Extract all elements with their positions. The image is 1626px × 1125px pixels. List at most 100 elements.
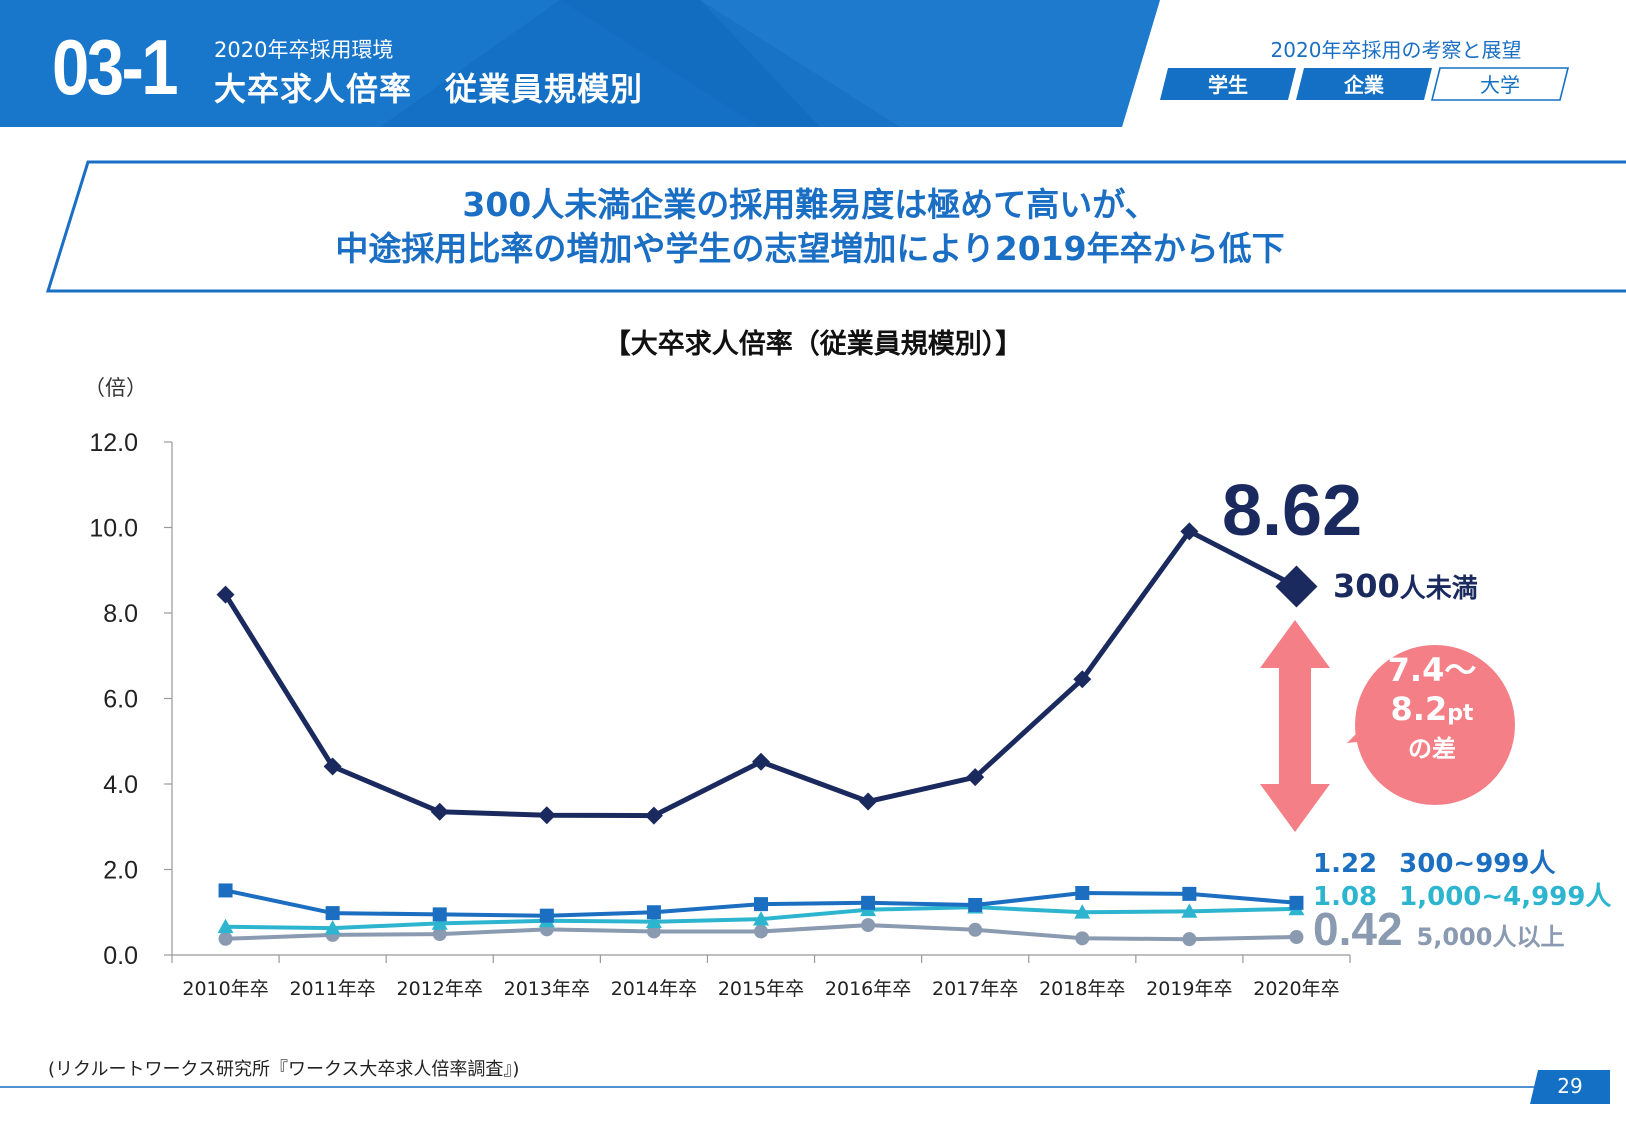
data-point-square [218, 883, 233, 898]
highlight-label-num: 300 [1333, 567, 1400, 605]
tab-student[interactable]: 学生 [1160, 69, 1296, 101]
y-tick-label: 12.0 [89, 429, 138, 457]
data-point-square [754, 897, 768, 912]
gap-line-3: の差 [1408, 735, 1456, 763]
banner-message: 300人未満企業の採用難易度は極めて高いが、 中途採用比率の増加や学生の志望増加… [200, 183, 1420, 271]
x-tick-label: 2018年卒 [1039, 978, 1125, 1000]
y-tick-label: 10.0 [89, 515, 138, 543]
data-point-diamond [430, 802, 449, 821]
page-number: 29 [1557, 1074, 1583, 1098]
data-point-triangle [431, 915, 448, 930]
section-number: 03-1 [52, 23, 179, 111]
series-value-5000plus: 0.42 [1313, 903, 1403, 955]
data-point-square [861, 895, 876, 910]
tab-university[interactable]: 大学 [1432, 69, 1568, 101]
banner-line-1: 300人未満企業の採用難易度は極めて高いが、 [462, 185, 1158, 224]
series-value-1000-4999: 1.08 [1313, 882, 1378, 912]
y-axis-unit: （倍） [84, 376, 147, 400]
data-point-square [539, 908, 554, 923]
data-point-diamond [966, 768, 985, 787]
y-tick-label: 0.0 [103, 942, 138, 970]
series-label-5000plus: 0.42 5,000人以上 [1313, 902, 1564, 956]
data-point-square [968, 897, 983, 912]
series-label-300-999: 1.22 300~999人 [1313, 843, 1556, 880]
data-point-square [1075, 886, 1090, 901]
data-point-circle [1182, 932, 1197, 947]
gap-speech-bubble [1347, 645, 1515, 805]
data-point-diamond [537, 806, 556, 825]
data-point-diamond [216, 585, 235, 604]
y-tick-label: 4.0 [103, 771, 138, 799]
tab-university-label: 大学 [1480, 73, 1520, 97]
data-point-triangle [217, 918, 234, 934]
data-point-diamond [1180, 522, 1199, 541]
data-point-diamond [1073, 670, 1092, 689]
gap-line-2: 8.2pt [1352, 690, 1512, 733]
data-point-triangle [324, 920, 341, 935]
data-point-diamond [1275, 565, 1318, 608]
data-point-triangle [645, 913, 662, 929]
data-point-square [1289, 895, 1304, 910]
banner-line-2: 中途採用比率の増加や学生の志望増加により2019年卒から低下 [335, 229, 1285, 268]
section-subtitle: 2020年卒採用環境 [214, 38, 394, 62]
series-name-5000plus: 5,000人以上 [1416, 923, 1565, 951]
data-point-circle [968, 922, 983, 937]
source-note: (リクルートワークス研究所『ワークス大卒求人倍率調査』) [48, 1059, 520, 1080]
data-point-square [432, 907, 447, 922]
data-point-square [1182, 886, 1197, 901]
series-name-1000-4999: 1,000~4,999人 [1399, 882, 1612, 912]
x-tick-label: 2017年卒 [932, 978, 1018, 1000]
page-number-badge [1530, 1070, 1610, 1104]
data-point-triangle [1181, 903, 1198, 918]
tab-student-label: 学生 [1208, 73, 1248, 97]
footer-line [0, 1086, 1540, 1088]
gap-bubble-text: 7.4～ 8.2pt の差 [1352, 650, 1512, 765]
x-tick-label: 2020年卒 [1253, 978, 1339, 1000]
x-tick-label: 2016年卒 [825, 978, 911, 1000]
data-point-triangle [753, 911, 769, 926]
gap-line-2-num: 8.2 [1390, 690, 1448, 728]
data-point-diamond [323, 757, 342, 776]
data-point-circle [754, 924, 768, 939]
tab-company-label: 企業 [1344, 73, 1384, 97]
header-band [0, 0, 1160, 127]
data-point-triangle [1074, 904, 1091, 919]
data-point-diamond [644, 806, 663, 825]
x-tick-label: 2011年卒 [289, 978, 375, 1000]
banner-frame [45, 160, 1626, 293]
gap-line-1: 7.4～ [1387, 651, 1477, 689]
data-point-diamond [752, 752, 770, 771]
y-tick-label: 2.0 [103, 857, 138, 885]
y-tick-label: 6.0 [103, 686, 138, 714]
highlight-series-label: 300人未満 [1333, 567, 1478, 605]
data-point-circle [1075, 931, 1090, 946]
data-point-circle [861, 918, 876, 933]
highlight-label-text: 人未満 [1399, 574, 1478, 604]
tab-company[interactable]: 企業 [1296, 69, 1432, 101]
section-title: 大卒求人倍率 従業員規模別 [214, 70, 644, 108]
series-name-300-999: 300~999人 [1399, 849, 1556, 879]
y-tick-label: 8.0 [103, 600, 138, 628]
data-point-diamond [859, 792, 878, 811]
series-line-0 [223, 528, 1298, 819]
data-point-circle [218, 931, 233, 946]
x-tick-label: 2015年卒 [718, 978, 804, 1000]
gap-line-2-unit: pt [1447, 701, 1474, 726]
x-tick-label: 2019年卒 [1146, 978, 1232, 1000]
highlight-value: 8.62 [1222, 471, 1363, 551]
gap-double-arrow-icon [1260, 620, 1330, 832]
x-tick-label: 2010年卒 [182, 978, 268, 1000]
x-tick-label: 2013年卒 [504, 978, 590, 1000]
data-point-square [646, 905, 661, 920]
tab-shapes [1160, 67, 1570, 101]
x-tick-label: 2014年卒 [611, 978, 697, 1000]
data-point-square [325, 906, 340, 921]
right-title: 2020年卒採用の考察と展望 [1270, 38, 1522, 62]
data-point-circle [432, 927, 447, 942]
data-point-circle [1289, 930, 1304, 945]
series-label-1000-4999: 1.08 1,000~4,999人 [1313, 876, 1611, 913]
series-value-300-999: 1.22 [1313, 849, 1378, 879]
chart-title: 【大卒求人倍率（従業員規模別）】 [603, 329, 1023, 360]
x-tick-label: 2012年卒 [397, 978, 483, 1000]
